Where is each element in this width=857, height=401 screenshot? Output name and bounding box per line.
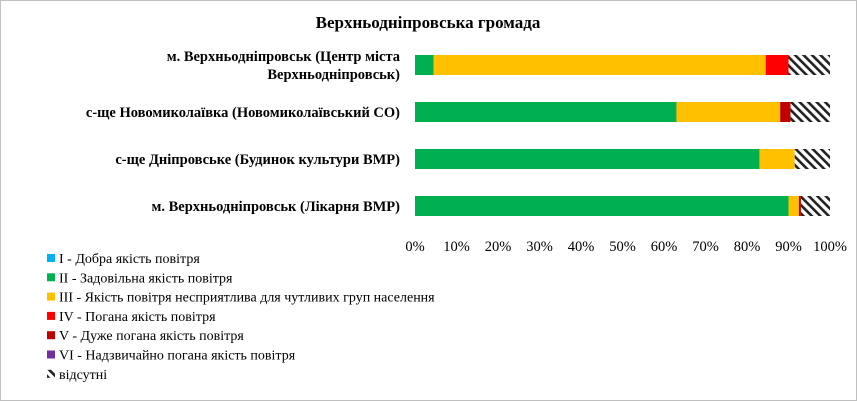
bar-segment-4-row-1 bbox=[765, 55, 789, 75]
legend-swatch-6 bbox=[47, 350, 55, 359]
bar-segment-7-row-4 bbox=[800, 196, 830, 216]
x-tick-label-3: 20% bbox=[485, 239, 512, 255]
x-tick-label-10: 90% bbox=[775, 239, 802, 255]
bar-segment-5-row-2 bbox=[780, 102, 791, 122]
bar-segment-2-row-2 bbox=[415, 102, 677, 122]
bars-group bbox=[415, 55, 830, 216]
bar-segment-3-row-4 bbox=[788, 196, 799, 216]
category-label-4-line-1: м. Верхньодніпровськ (Лікарня ВМР) bbox=[152, 199, 401, 215]
chart-title: Верхньодніпровська громада bbox=[316, 13, 541, 32]
bar-segment-7-row-2 bbox=[790, 102, 830, 122]
bar-segment-7-row-1 bbox=[788, 55, 830, 75]
legend-label-4: IV - Погана якість повітря bbox=[59, 310, 216, 325]
legend: I - Добра якість повітря II - Задовільна … bbox=[47, 252, 435, 383]
bar-segment-2-row-1 bbox=[415, 55, 434, 75]
legend-label-5: V - Дуже погана якість повітря bbox=[59, 329, 244, 344]
x-tick-label-11: 100% bbox=[813, 239, 847, 255]
legend-swatch-2 bbox=[47, 273, 55, 282]
bar-segment-2-row-4 bbox=[415, 196, 789, 216]
legend-swatch-1 bbox=[47, 254, 55, 262]
legend-label-1: I - Добра якість повітря bbox=[59, 252, 200, 267]
legend-label-6: VI - Надзвичайно погана якість повітря bbox=[59, 349, 296, 364]
category-label-3-line-1: с-ще Дніпровське (Будинок культури ВМР) bbox=[115, 152, 400, 168]
category-label-1-line-2: Верхньодніпровськ) bbox=[267, 67, 400, 83]
x-tick-label-2: 10% bbox=[443, 239, 470, 255]
category-label-2-line-1: с-ще Новомиколаївка (Новомиколаївський С… bbox=[86, 105, 400, 121]
bar-segment-3-row-2 bbox=[676, 102, 781, 122]
x-tick-label-6: 50% bbox=[609, 239, 636, 255]
bar-segment-5-row-4 bbox=[798, 196, 801, 216]
bar-segment-3-row-1 bbox=[433, 55, 766, 75]
x-tick-label-9: 80% bbox=[734, 239, 761, 255]
x-tick-label-7: 60% bbox=[651, 239, 678, 255]
legend-label-2: II - Задовільна якість повітря bbox=[59, 271, 233, 286]
x-tick-label-1: 0% bbox=[405, 239, 424, 255]
legend-swatch-7 bbox=[47, 369, 55, 378]
x-tick-label-8: 70% bbox=[692, 239, 719, 255]
legend-swatch-5 bbox=[47, 331, 55, 340]
legend-swatch-3 bbox=[47, 292, 55, 301]
x-axis-ticks: 0% 10% 20% 30% 40% 50% 60% 70% 80% 90% 100% bbox=[405, 239, 847, 255]
legend-label-3: III - Якість повітря несприятлива для чу… bbox=[59, 291, 435, 306]
bar-segment-7-row-3 bbox=[794, 149, 830, 169]
category-labels: м. Верхньодніпровськ (Центр міста Верхньо… bbox=[86, 49, 401, 215]
legend-label-7: відсутні bbox=[59, 368, 107, 383]
bar-segment-2-row-3 bbox=[415, 149, 760, 169]
legend-swatch-4 bbox=[47, 311, 55, 320]
x-tick-label-4: 30% bbox=[526, 239, 553, 255]
bar-segment-3-row-3 bbox=[759, 149, 795, 169]
x-tick-label-5: 40% bbox=[568, 239, 595, 255]
category-label-1-line-1: м. Верхньодніпровськ (Центр міста bbox=[167, 49, 401, 65]
